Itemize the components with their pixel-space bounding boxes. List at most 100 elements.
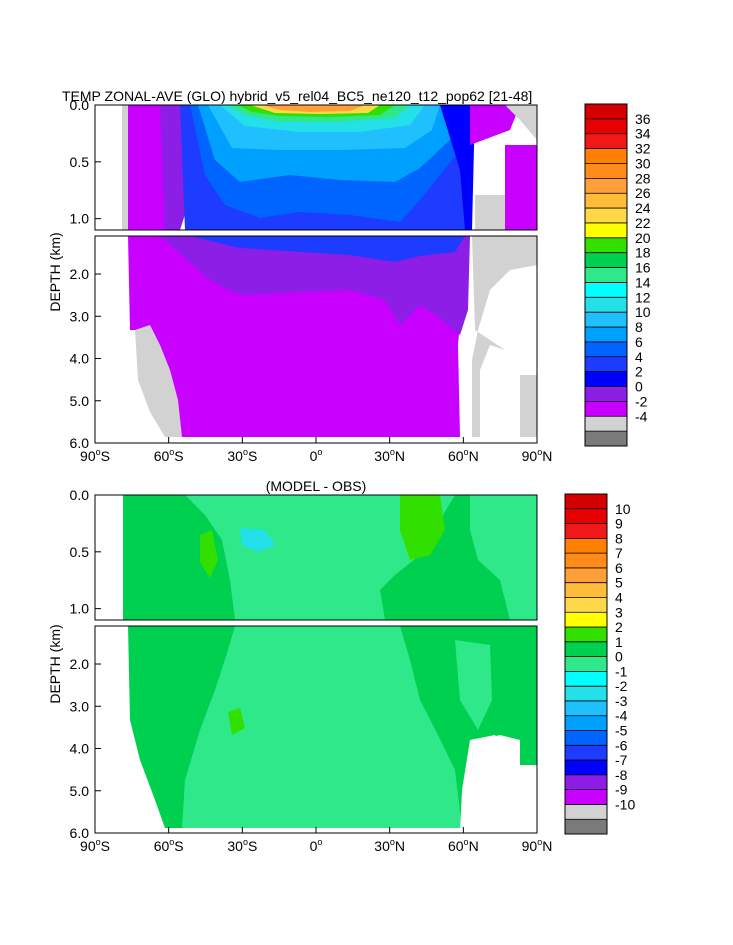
field-diff-deep-neg1-0	[182, 626, 462, 828]
colorbar-swatch	[565, 819, 607, 835]
colorbar-swatch	[565, 641, 607, 657]
field-diff-1-2-south	[200, 530, 218, 578]
x-tick-label: 60oS	[154, 447, 184, 464]
field-diff-neg1-0	[185, 495, 455, 620]
y-tick-label: 1.0	[70, 601, 90, 617]
field-arctic-deep	[505, 145, 537, 230]
colorbar-swatch	[565, 508, 607, 524]
field-diff-deep-1-south	[228, 708, 245, 735]
colorbar-label: 9	[615, 516, 623, 532]
colorbar-label: -6	[615, 737, 628, 753]
colorbar-label: 6	[615, 560, 623, 576]
field-band-arctic-1-2	[470, 105, 520, 145]
void-north-deep	[480, 345, 520, 437]
x-tick-label: 30oS	[227, 447, 257, 464]
field-band-1-2	[128, 105, 172, 230]
colorbar-swatch	[585, 312, 627, 328]
colorbar-label: 34	[635, 126, 651, 142]
colorbar-label: -9	[615, 782, 628, 798]
y-tick-label: 2.0	[70, 266, 90, 282]
colorbar-swatch	[565, 730, 607, 746]
colorbar-swatch	[585, 163, 627, 179]
colorbar-swatch	[565, 523, 607, 539]
colorbar-swatch	[565, 715, 607, 731]
colorbar-label: 2	[635, 364, 643, 380]
bottom-panel: (MODEL - OBS) DEPTH (km) 90oS 60oS 30oS 0o 3…	[47, 478, 635, 854]
top-lower-field	[94, 235, 538, 444]
colorbar-label: 4	[635, 349, 643, 365]
y-tick-label: 6.0	[70, 435, 90, 451]
colorbar-label: 7	[615, 545, 623, 561]
field-diff-neg2-neg1	[240, 528, 275, 552]
colorbar-swatch	[585, 208, 627, 224]
colorbar-swatch	[565, 671, 607, 687]
y-tick-label: 0.0	[70, 487, 90, 503]
top-upper-frame	[94, 104, 538, 231]
colorbar-label: 24	[635, 200, 651, 216]
land-arctic	[475, 195, 505, 230]
colorbar-swatch	[565, 538, 607, 554]
void-deep-north	[460, 735, 537, 833]
colorbar-swatch	[585, 148, 627, 164]
colorbar-swatch	[585, 356, 627, 372]
colorbar-swatch	[565, 582, 607, 598]
top-axis-ticks: 90oS 60oS 30oS 0o 30oN 60oN 90oN 0.0 0.5 1.0 2.0 3.…	[70, 97, 553, 464]
y-tick-label: 0.5	[70, 544, 90, 560]
x-tick-label: 60oN	[448, 447, 479, 464]
colorbar-label: 5	[615, 575, 623, 591]
y-tick-label: 0.5	[70, 154, 90, 170]
y-tick-label: 4.0	[70, 351, 90, 367]
colorbar-label: -2	[615, 678, 628, 694]
colorbar-label: -2	[635, 393, 648, 409]
land-arctic-top	[505, 105, 537, 140]
x-tick-label: 90oN	[522, 837, 553, 854]
colorbar-label: 10	[615, 501, 631, 517]
colorbar-label: -4	[615, 708, 628, 724]
field-diff-deep-neg1-north	[455, 640, 492, 730]
top-title: TEMP ZONAL-AVE (GLO) hybrid_v5_rel04_BC5…	[62, 88, 532, 104]
colorbar-swatch	[585, 237, 627, 253]
colorbar-swatch	[585, 386, 627, 402]
colorbar-swatch	[585, 371, 627, 387]
x-tick-label: 30oN	[374, 837, 405, 854]
colorbar-label: 12	[635, 289, 651, 305]
colorbar-swatch	[585, 297, 627, 313]
colorbar-swatch	[585, 222, 627, 239]
colorbar-label: 30	[635, 155, 651, 171]
colorbar-swatch	[585, 416, 627, 432]
colorbar-frame	[584, 103, 628, 447]
colorbar-swatch	[585, 252, 627, 268]
colorbar-swatch	[585, 327, 627, 343]
colorbar-swatch	[565, 612, 607, 628]
colorbar-swatch	[565, 804, 607, 820]
y-tick-label: 0.0	[70, 97, 90, 113]
colorbar-label: 26	[635, 185, 651, 201]
field-band-28-30	[262, 105, 365, 112]
colorbar-label: 8	[615, 530, 623, 546]
x-tick-label: 0o	[310, 837, 323, 854]
y-tick-label: 6.0	[70, 825, 90, 841]
colorbar-label: 1	[615, 634, 623, 650]
colorbar-label: 6	[635, 334, 643, 350]
colorbar-frame	[564, 493, 608, 835]
colorbar-label: 0	[615, 649, 623, 665]
field-band-north-cold	[440, 105, 475, 230]
colorbar-swatch	[565, 627, 607, 643]
void-south-shelf	[95, 495, 123, 620]
top-upper-field	[94, 104, 538, 231]
y-tick-label: 5.0	[70, 783, 90, 799]
colorbar-label: 8	[635, 319, 643, 335]
colorbar-swatch	[565, 789, 607, 805]
colorbar-label: 20	[635, 230, 651, 246]
bottom-upper-frame	[94, 494, 538, 621]
colorbar-label: 28	[635, 170, 651, 186]
top-panel: TEMP ZONAL-AVE (GLO) hybrid_v5_rel04_BC5…	[47, 88, 651, 464]
x-tick-label: 90oS	[80, 447, 110, 464]
y-tick-label: 4.0	[70, 741, 90, 757]
field-deep-4-6	[190, 236, 465, 262]
colorbar-swatch	[565, 774, 607, 790]
colorbar-label: 2	[615, 619, 623, 635]
x-tick-label: 30oN	[374, 447, 405, 464]
colorbar-label: -5	[615, 723, 628, 739]
